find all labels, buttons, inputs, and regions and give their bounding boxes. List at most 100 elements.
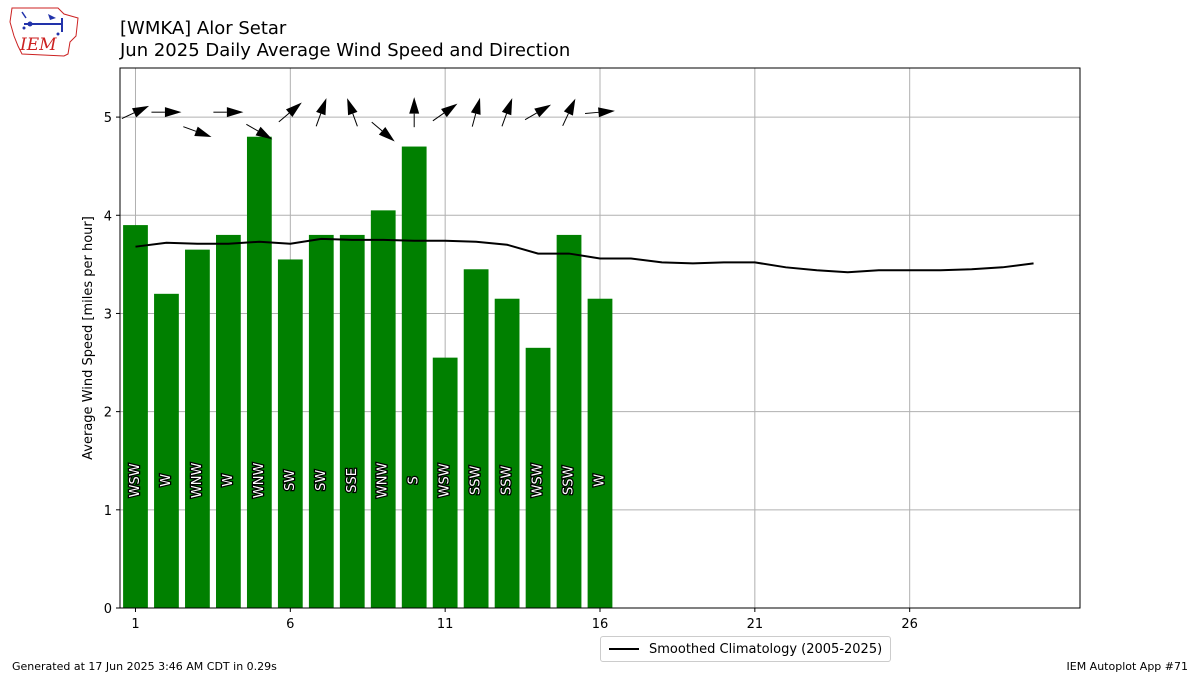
wind-arrow-head: [501, 98, 513, 116]
y-tick-label: 0: [104, 602, 112, 617]
footer-app: IEM Autoplot App #71: [1066, 660, 1189, 673]
y-tick-label: 4: [104, 209, 112, 224]
legend: Smoothed Climatology (2005-2025): [600, 636, 892, 662]
direction-label: WSW: [531, 463, 546, 497]
wind-arrow-shaft: [246, 123, 259, 132]
x-tick-label: 26: [901, 617, 918, 632]
wind-arrow: [246, 123, 273, 140]
direction-label: WNW: [376, 463, 391, 499]
x-tick-label: 11: [437, 617, 454, 632]
direction-label: S: [407, 476, 422, 484]
wind-arrow-head: [316, 98, 327, 116]
wind-arrow-head: [598, 107, 615, 118]
direction-label: SSW: [469, 466, 484, 496]
y-tick-label: 3: [104, 307, 112, 322]
wind-arrow: [121, 105, 150, 119]
wind-arrow: [432, 103, 458, 122]
wind-arrows: [121, 97, 615, 142]
wind-arrow-head: [409, 97, 420, 114]
wind-arrow-head: [441, 103, 458, 118]
iem-logo: IEM: [9, 7, 79, 57]
bar: [246, 136, 272, 608]
wind-arrow-shaft: [585, 111, 599, 114]
bar: [339, 234, 365, 608]
wind-arrow-head: [534, 104, 552, 118]
direction-label: SSW: [500, 466, 515, 496]
x-tick-label: 16: [592, 617, 609, 632]
direction-label: WNW: [252, 463, 267, 499]
bar: [432, 357, 458, 608]
bar: [556, 234, 582, 608]
wind-arrow: [213, 107, 244, 118]
direction-label: WNW: [190, 463, 205, 499]
climatology-line: [135, 237, 1034, 274]
wind-arrow-shaft: [371, 121, 383, 132]
wind-arrow-head: [470, 97, 481, 115]
wind-arrow-head: [226, 107, 244, 118]
wind-arrow-shaft: [524, 112, 538, 121]
wind-arrow-head: [347, 98, 358, 116]
wind-arrow: [562, 98, 576, 126]
bar: [308, 234, 334, 608]
wind-arrow-shaft: [432, 112, 445, 122]
wind-arrow-shaft: [278, 112, 290, 123]
wind-arrow-head: [285, 102, 302, 117]
wind-arrow-shaft: [315, 113, 322, 127]
wind-arrow-shaft: [352, 113, 358, 127]
legend-label: Smoothed Climatology (2005-2025): [649, 641, 883, 657]
wind-arrow-shaft: [562, 113, 569, 126]
wind-arrow: [183, 126, 212, 137]
y-tick-label: 1: [104, 504, 112, 519]
wind-arrow: [278, 102, 302, 123]
wind-arrow-head: [378, 127, 395, 142]
x-tick-label: 21: [747, 617, 764, 632]
x-tick-label: 1: [131, 617, 139, 632]
wind-arrow: [371, 121, 395, 142]
bar: [154, 293, 179, 608]
wind-arrow: [585, 107, 615, 118]
y-axis-label: Average Wind Speed [miles per hour]: [81, 216, 96, 460]
bar: [216, 234, 241, 608]
chart-title: [WMKA] Alor Setar: [120, 18, 287, 39]
wind-arrow-head: [255, 126, 273, 140]
wind-arrow-head: [194, 126, 212, 137]
wind-arrow: [409, 97, 420, 128]
wind-arrow-shaft: [121, 112, 135, 119]
direction-label: W: [159, 474, 174, 487]
wind-arrow: [470, 97, 481, 127]
wind-arrow-head: [164, 107, 182, 118]
bar: [525, 347, 551, 608]
bar: [401, 146, 427, 608]
bar: [123, 225, 148, 608]
wind-arrow-head: [132, 105, 150, 118]
direction-label: SSE: [345, 468, 360, 493]
footer-generated: Generated at 17 Jun 2025 3:46 AM CDT in …: [12, 660, 277, 673]
wind-arrow: [347, 98, 358, 127]
bar: [277, 259, 303, 608]
wind-arrow-shaft: [183, 126, 197, 132]
wind-arrow-head: [563, 98, 576, 116]
direction-label: WSW: [438, 463, 453, 497]
y-tick-label: 2: [104, 406, 112, 421]
chart-subtitle: Jun 2025 Daily Average Wind Speed and Di…: [120, 40, 571, 61]
bar: [587, 298, 613, 608]
direction-labels: WSW W WNW W WNW SW SW SSE WNW S WSW SSW SSW WSW SSW W: [127, 461, 609, 499]
direction-label: W: [221, 474, 236, 487]
wind-arrow-shaft: [501, 113, 508, 127]
wind-arrow: [315, 98, 327, 127]
wind-arrow: [151, 107, 182, 118]
climatology-layer: [135, 237, 1034, 274]
bar: [463, 269, 489, 608]
direction-label: W: [593, 474, 608, 487]
direction-label: WSW: [128, 463, 143, 497]
bar: [185, 249, 210, 609]
direction-label: SW: [314, 470, 329, 491]
bar: [370, 210, 396, 608]
bars-layer: [123, 136, 613, 609]
direction-label: SSW: [562, 466, 577, 496]
logo-text: IEM: [19, 35, 57, 55]
wind-arrow: [501, 98, 513, 127]
y-tick-label: 5: [104, 111, 112, 126]
